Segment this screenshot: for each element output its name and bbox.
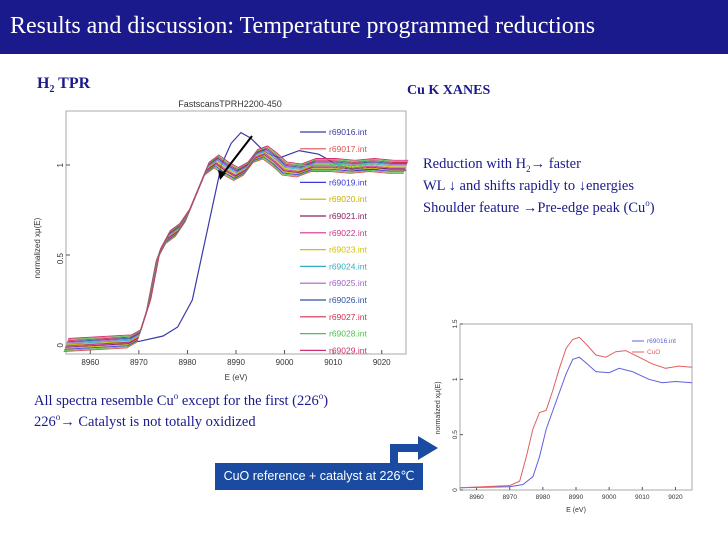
xanes-x-tick-label: 9010 xyxy=(635,494,650,501)
note2-sup: o xyxy=(55,412,61,422)
obs1-a: Reduction with H xyxy=(423,156,527,172)
obs3-b: ) xyxy=(649,199,655,216)
note2-b: → Catalyst is not totally oxidized xyxy=(60,413,256,430)
tpr-legend-label: r69017.int xyxy=(329,144,367,154)
observation-3: Shoulder feature →Pre-edge peak (Cuo) xyxy=(423,198,655,217)
tpr-legend-label: r69029.int xyxy=(329,345,367,355)
tpr-legend-label: r69026.int xyxy=(329,295,367,305)
xanes-y-tick-label: 1 xyxy=(452,377,459,381)
tpr-legend-label: r69016.int xyxy=(329,127,367,137)
xanes-y-label: normalized xμ(E) xyxy=(435,381,442,434)
h2-tpr-main: H xyxy=(37,75,50,92)
xanes-series-line xyxy=(459,336,693,489)
tpr-legend-label: r69020.int xyxy=(329,194,367,204)
obs2-a: WL ↓ and shifts rapidly to ↓energies xyxy=(423,178,635,194)
tpr-shift-arrow xyxy=(221,135,253,176)
tpr-chart-title: FastscansTPRH2200-450 xyxy=(178,99,282,109)
obs1-b: → faster xyxy=(530,156,581,172)
xanes-y-tick-label: 0.5 xyxy=(452,430,459,439)
xanes-x-tick-label: 8960 xyxy=(469,494,484,501)
xanes-reference-chart: E (eV) normalized xμ(E) 8960 8970 8980 8990… xyxy=(435,319,693,514)
tpr-chart: FastscansTPRH2200-450 E (eV) normalized … xyxy=(33,99,409,382)
tpr-y-tick-label: 0 xyxy=(56,342,65,347)
note2-a: 226 xyxy=(34,413,56,430)
tpr-legend-label: r69023.int xyxy=(329,245,367,255)
tpr-series-line xyxy=(65,131,407,346)
xanes-x-tick-label: 8980 xyxy=(536,494,551,501)
tpr-legend-label: r69022.int xyxy=(329,228,367,238)
tpr-x-tick-label: 8990 xyxy=(227,358,245,367)
xanes-x-label: E (eV) xyxy=(566,507,586,514)
observation-1: Reduction with H2→ faster xyxy=(423,156,581,174)
tpr-x-tick-label: 9010 xyxy=(324,358,342,367)
tpr-x-tick-label: 8970 xyxy=(130,358,148,367)
xanes-y-tick-label: 0 xyxy=(452,488,459,492)
obs3-a: Shoulder feature →Pre-edge peak (Cu xyxy=(423,199,646,216)
note1-c: ) xyxy=(323,392,329,409)
tpr-y-label: normalized xμ(E) xyxy=(33,217,42,278)
tpr-legend-label: r69028.int xyxy=(329,329,367,339)
tpr-series-line xyxy=(63,158,404,352)
note1-a: All spectra resemble Cu xyxy=(34,392,174,409)
tpr-x-tick-label: 9000 xyxy=(276,358,294,367)
note-2: 226o→ Catalyst is not totally oxidized xyxy=(34,412,256,431)
cuo-reference-box: CuO reference + catalyst at 226℃ xyxy=(215,463,423,490)
h2-tpr-sub: 2 xyxy=(49,84,55,96)
xanes-x-tick-label: 9000 xyxy=(602,494,617,501)
cu-k-xanes-label: Cu K XANES xyxy=(407,83,491,98)
note-1: All spectra resemble Cuo except for the … xyxy=(34,391,328,410)
tpr-x-tick-label: 8960 xyxy=(81,358,99,367)
tpr-y-tick-label: 0.5 xyxy=(56,252,65,264)
note1-sup: o xyxy=(173,391,179,401)
obs3-sup: o xyxy=(645,198,650,208)
tpr-y-tick-label: 1 xyxy=(56,162,65,167)
tpr-legend-label: r69019.int xyxy=(329,177,367,187)
xanes-y-tick-label: 1.5 xyxy=(452,319,459,328)
tpr-shift-arrowhead xyxy=(218,170,226,180)
title-bar: Results and discussion: Temperature prog… xyxy=(0,0,728,54)
tpr-legend-label: r69027.int xyxy=(329,312,367,322)
h2-tpr-rest: TPR xyxy=(54,75,91,92)
xanes-legend-label: CuO xyxy=(647,349,660,356)
tpr-legend-label: r69021.int xyxy=(329,211,367,221)
note1-sup2: o xyxy=(318,391,324,401)
xanes-series-line xyxy=(459,356,693,489)
reference-arrowhead xyxy=(418,436,438,460)
h2-tpr-label: H2 TPR xyxy=(37,75,90,95)
tpr-x-tick-label: 9020 xyxy=(373,358,391,367)
xanes-x-tick-label: 8990 xyxy=(569,494,584,501)
note1-b: except for the first (226 xyxy=(178,392,319,409)
xanes-legend-label: r69016.int xyxy=(647,338,676,345)
obs1-sub: 2 xyxy=(526,163,531,174)
tpr-series-line xyxy=(68,145,409,339)
tpr-legend-label: r69018.int xyxy=(329,161,367,171)
tpr-x-tick-label: 8980 xyxy=(179,358,197,367)
slide-title: Results and discussion: Temperature prog… xyxy=(10,13,596,39)
xanes-x-tick-label: 8970 xyxy=(502,494,517,501)
tpr-x-label: E (eV) xyxy=(225,373,248,382)
xanes-x-tick-label: 9020 xyxy=(668,494,683,501)
observation-2: WL ↓ and shifts rapidly to ↓energies xyxy=(423,178,634,195)
tpr-legend-label: r69025.int xyxy=(329,278,367,288)
tpr-legend-label: r69024.int xyxy=(329,261,367,271)
